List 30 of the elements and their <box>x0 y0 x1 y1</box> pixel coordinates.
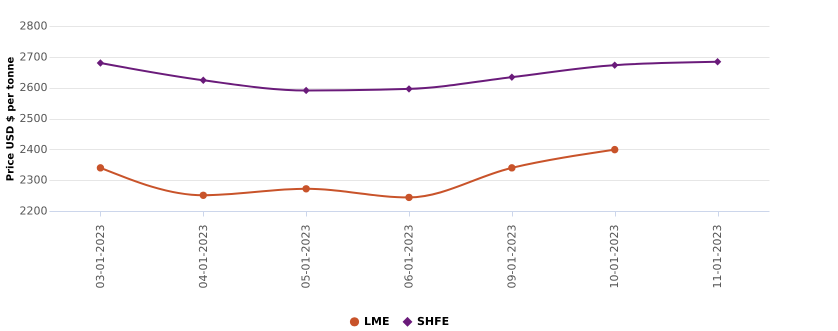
x-tick-label: 03-01-2023 <box>94 224 107 288</box>
point <box>611 61 618 69</box>
x-tick-label: 10-01-2023 <box>608 224 622 288</box>
y-tick-label: 2600 <box>20 81 48 94</box>
x-tick-label: 09-01-2023 <box>505 224 518 288</box>
point <box>405 85 413 93</box>
y-tick-label: 2700 <box>20 50 48 64</box>
point <box>96 59 104 67</box>
x-tick-label: 04-01-2023 <box>196 224 210 288</box>
x-tick-label: 06-01-2023 <box>402 224 416 288</box>
point <box>508 164 516 172</box>
point <box>200 192 207 199</box>
y-tick-label: 2300 <box>20 174 48 187</box>
legend-label: SHFE <box>417 314 450 328</box>
point <box>714 58 722 66</box>
x-tick-label: 05-01-2023 <box>300 224 313 288</box>
x-tick-label: 11-01-2023 <box>711 224 724 288</box>
legend-label: LME <box>364 314 390 328</box>
y-tick-label: 2400 <box>20 142 48 156</box>
point <box>302 86 310 94</box>
point <box>96 164 104 172</box>
y-tick-label: 2200 <box>20 204 48 218</box>
point <box>405 194 413 202</box>
point <box>611 146 618 154</box>
y-tick-label: 2500 <box>20 112 48 125</box>
y-tick-label: 2800 <box>20 20 48 32</box>
point <box>200 76 207 84</box>
point <box>302 185 310 192</box>
y-axis-title: Price USD $ per tonne <box>6 56 17 182</box>
point <box>508 73 516 81</box>
